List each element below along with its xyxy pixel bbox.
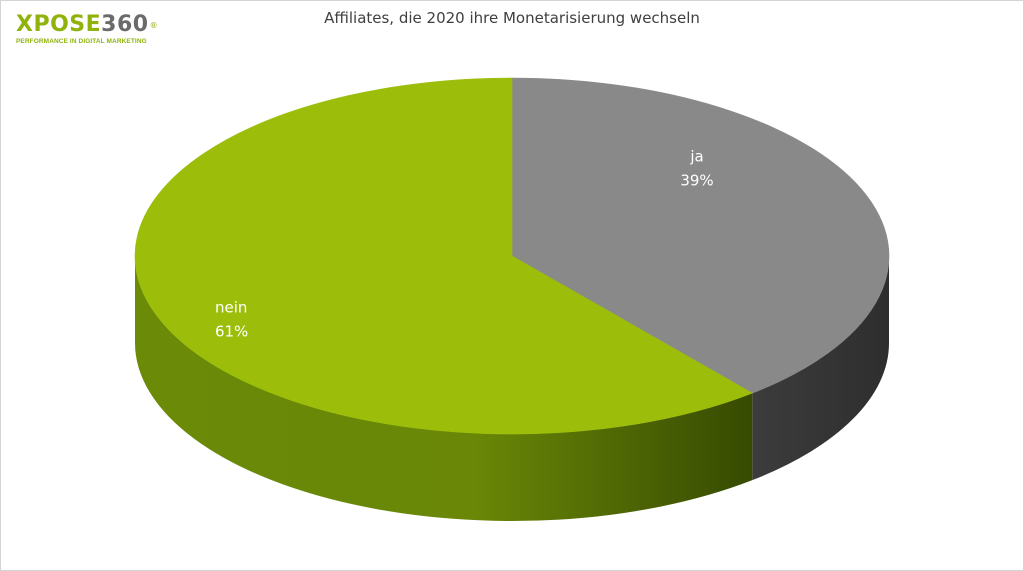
slice-label-nein: nein (215, 299, 247, 317)
slice-value-ja: 39% (680, 171, 713, 189)
pie-slice-nein (134, 77, 754, 435)
chart-title: Affiliates, die 2020 ihre Monetarisierun… (324, 9, 700, 27)
logo-tagline: PERFORMANCE IN DIGITAL MARKETING (16, 38, 147, 45)
logo-wordmark: XPOSE360® (16, 13, 158, 37)
pie-slice-ja (511, 77, 890, 394)
brand-logo: XPOSE360® PERFORMANCE IN DIGITAL MARKETI… (16, 13, 158, 46)
pie-slice-side-ja (752, 256, 889, 481)
logo-word-360: 360 (101, 12, 149, 37)
slice-value-nein: 61% (215, 323, 248, 341)
pie-slice-side-nein (135, 256, 753, 521)
slice-label-ja: ja (689, 147, 703, 165)
logo-registered-mark: ® (149, 21, 159, 30)
logo-word-xpose: XPOSE (16, 12, 102, 37)
